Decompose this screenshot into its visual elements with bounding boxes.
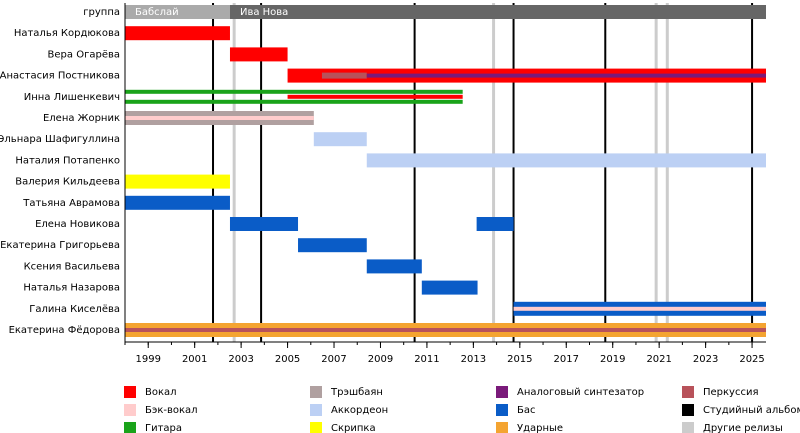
legend-swatch [124, 404, 136, 416]
row-label: Наталья Назарова [23, 283, 120, 294]
x-tick-label: 2025 [739, 354, 764, 365]
group-period [229, 5, 767, 19]
row-label: Эльнара Шафигуллина [0, 134, 120, 145]
row-label: Елена Жорник [43, 113, 120, 124]
member-bar [421, 280, 478, 295]
row-label: Наталия Потапенко [15, 155, 120, 166]
member-bar [476, 217, 514, 231]
x-tick-label: 2003 [228, 354, 253, 365]
row-label: Екатерина Григорьева [0, 240, 120, 251]
legend-label: Аналоговый синтезатор [517, 387, 644, 398]
member-bar [125, 195, 230, 210]
legend-label: Скрипка [331, 423, 376, 433]
member-bar [321, 72, 367, 79]
x-tick-label: 2011 [414, 354, 439, 365]
row-label: Инна Лишенкевич [24, 92, 120, 103]
legend-label: Перкуссия [703, 387, 759, 398]
x-tick-label: 2005 [275, 354, 300, 365]
row-label: Галина Киселёва [29, 304, 120, 315]
x-tick-label: 1999 [135, 354, 160, 365]
x-tick-label: 2015 [507, 354, 532, 365]
x-tick-label: 2001 [182, 354, 207, 365]
group-period-label: Бабслай [135, 7, 179, 18]
legend-swatch [682, 386, 694, 398]
member-bar [313, 132, 367, 147]
member-bar [125, 89, 463, 94]
legend-swatch [310, 386, 322, 398]
legend-swatch [496, 422, 508, 433]
legend-label: Трэшбаян [330, 387, 383, 398]
row-label: Ксения Васильева [24, 261, 120, 272]
legend-label: Студийный альбом [703, 405, 800, 416]
group-period [125, 5, 230, 19]
x-tick-label: 2023 [693, 354, 718, 365]
legend-swatch [682, 404, 694, 416]
legend-swatch [310, 404, 322, 416]
group-period-label: Ива Нова [240, 7, 288, 18]
member-bar [229, 217, 299, 231]
x-tick-label: 2013 [461, 354, 486, 365]
legend-swatch [496, 404, 508, 416]
legend-label: Ударные [517, 423, 563, 433]
legend-label: Бас [517, 405, 536, 416]
member-bar [366, 153, 766, 168]
row-label: Татьяна Аврамова [22, 198, 120, 209]
member-bar [287, 94, 463, 99]
legend-swatch [310, 422, 322, 433]
member-bar [125, 26, 230, 41]
member-bar [125, 174, 230, 189]
member-bar [366, 73, 766, 78]
row-label: Елена Новикова [35, 219, 120, 230]
member-bar [366, 259, 422, 274]
row-label: группа [83, 7, 120, 18]
row-label: Анастасия Постникова [0, 71, 120, 82]
row-label: Вера Огарёва [48, 49, 120, 60]
legend-swatch [124, 422, 136, 433]
legend-label: Другие релизы [703, 423, 783, 433]
member-bar [513, 306, 766, 311]
legend-swatch [496, 386, 508, 398]
legend-label: Гитара [145, 423, 182, 433]
member-bar [298, 238, 367, 253]
legend-swatch [682, 422, 694, 433]
legend-label: Аккордеон [331, 405, 388, 416]
member-bar [229, 47, 288, 62]
member-bar [125, 99, 463, 104]
x-tick-label: 2017 [554, 354, 579, 365]
x-tick-label: 2021 [646, 354, 671, 365]
x-tick-label: 2007 [321, 354, 346, 365]
legend-label: Бэк-вокал [145, 405, 198, 416]
row-label: Екатерина Фёдорова [9, 325, 120, 336]
member-bar [125, 328, 766, 332]
x-tick-label: 2019 [600, 354, 625, 365]
legend-swatch [124, 386, 136, 398]
legend-label: Вокал [145, 387, 177, 398]
row-label: Наталья Кордюкова [14, 28, 120, 39]
row-label: Валерия Кильдеева [15, 177, 120, 188]
member-bar [125, 116, 314, 120]
x-tick-label: 2009 [368, 354, 393, 365]
